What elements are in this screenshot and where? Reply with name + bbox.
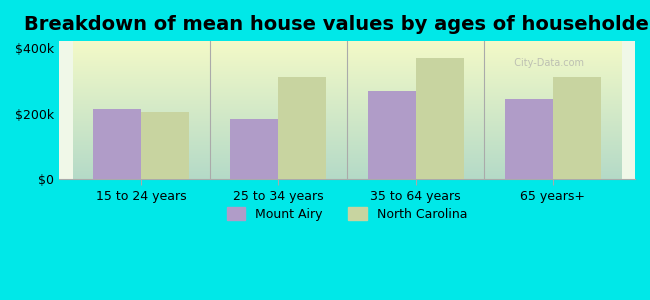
Bar <box>367 91 415 179</box>
Bar <box>141 112 189 179</box>
Bar <box>415 58 463 179</box>
Bar <box>552 77 601 179</box>
Bar <box>504 99 552 179</box>
Bar <box>278 77 326 179</box>
Bar <box>93 109 141 179</box>
Text: City-Data.com: City-Data.com <box>508 58 584 68</box>
Title: Breakdown of mean house values by ages of householders: Breakdown of mean house values by ages o… <box>24 15 650 34</box>
Bar <box>230 118 278 179</box>
Legend: Mount Airy, North Carolina: Mount Airy, North Carolina <box>222 202 473 226</box>
